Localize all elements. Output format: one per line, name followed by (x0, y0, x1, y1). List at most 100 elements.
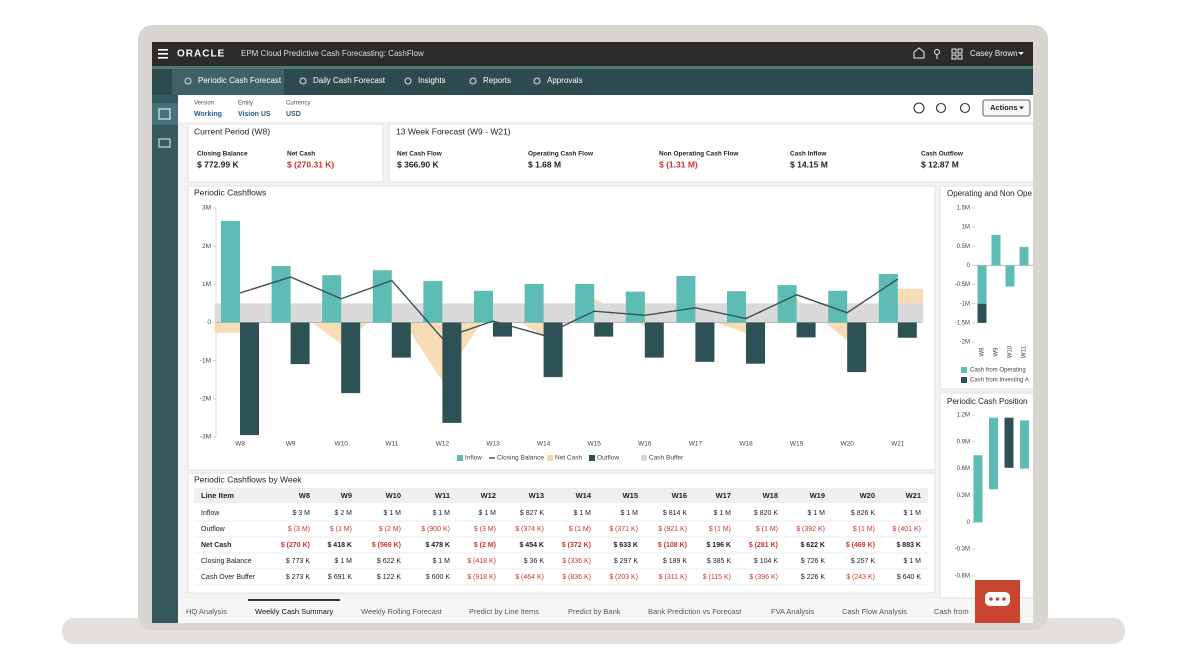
table-header: W16 (672, 491, 687, 500)
y-tick-label: 1.2M (957, 413, 970, 419)
legend-label: Closing Balance (497, 455, 544, 462)
table-cell: $ (464 K) (515, 574, 544, 581)
legend-swatch (961, 377, 967, 383)
user-name[interactable]: Casey Brown (970, 49, 1018, 58)
bar (575, 283, 595, 323)
sidebar-icon[interactable] (158, 138, 171, 148)
filter-label: Version (194, 101, 214, 107)
legend-swatch (589, 455, 595, 461)
table-cell: $ (569 K) (372, 542, 401, 549)
bar (341, 322, 361, 394)
x-tick-label: W15 (588, 441, 602, 448)
table-cell: $ (469 K) (846, 542, 875, 549)
bar (989, 417, 998, 490)
table-cell: $ 1 M (713, 510, 731, 517)
table-cell: $ 297 K (614, 558, 638, 565)
bottom-tab[interactable]: FVA Analysis (771, 607, 814, 616)
nav-tab[interactable]: Periodic Cash Forecast (198, 76, 282, 85)
table-cell: $ 814 K (663, 510, 687, 517)
table-cell: $ (374 K) (515, 526, 544, 533)
app-title: EPM Cloud Predictive Cash Forecasting: C… (241, 49, 424, 58)
table-cell: $ (115 K) (703, 574, 731, 581)
y-tick-label: 0 (967, 520, 971, 526)
sidebar-icon[interactable] (158, 108, 171, 120)
y-tick-label: 0.6M (957, 466, 970, 472)
bar (828, 290, 848, 323)
actions-button[interactable] (982, 99, 1031, 117)
bottom-tab[interactable]: Weekly Cash Summary (255, 607, 333, 616)
table-header: W18 (763, 491, 778, 500)
chart-title: Periodic Cashflows (194, 187, 266, 197)
bar (372, 270, 392, 323)
legend-swatch (457, 455, 463, 461)
bottom-tab[interactable]: Cash Flow Analysis (842, 607, 907, 616)
bottom-tab[interactable]: Predict by Line Items (469, 607, 539, 616)
table-cell: $ (2 M) (379, 526, 401, 533)
bottom-tab[interactable]: Bank Prediction vs Forecast (648, 607, 742, 616)
actions-label[interactable]: Actions (990, 103, 1018, 112)
filter-value[interactable]: USD (286, 111, 301, 118)
nav-icon (533, 77, 541, 85)
table-header: W8 (299, 491, 310, 500)
bottom-tab[interactable]: Cash from (934, 607, 969, 616)
table-cell: $ (392 K) (796, 526, 825, 533)
filter-strip (178, 95, 1033, 122)
filter-value[interactable]: Vision US (238, 111, 271, 118)
table-cell: $ 633 K (613, 542, 638, 549)
kpi-label: Operating Cash Flow (528, 151, 594, 158)
x-tick-label: W19 (790, 441, 804, 448)
chat-dots (989, 597, 1006, 601)
table-cell: $ 104 K (754, 558, 778, 565)
table-cell: $ (108 K) (658, 542, 687, 549)
table-cell: $ 257 K (851, 558, 875, 565)
y-tick-label: 3M (202, 205, 211, 212)
header-icons[interactable] (913, 47, 963, 60)
table-cell: Closing Balance (201, 558, 252, 565)
bar (695, 322, 715, 362)
kpi-label: Closing Balance (197, 151, 248, 158)
filter-value[interactable]: Working (194, 111, 222, 118)
x-tick-label: W18 (739, 441, 753, 448)
y-tick-label: 0.3M (957, 493, 970, 499)
nav-icon (404, 77, 412, 85)
table-cell: $ 478 K (425, 542, 450, 549)
table-cell: $ 196 K (706, 542, 731, 549)
nav-tab[interactable]: Approvals (547, 76, 583, 85)
bar (625, 291, 645, 323)
y-tick-label: -0.6M (955, 574, 970, 580)
menu-icon[interactable] (158, 49, 168, 59)
bottom-tab-bar (178, 599, 1033, 623)
nav-tab[interactable]: Insights (418, 76, 446, 85)
kpi-panel (187, 123, 384, 183)
bar (240, 322, 259, 436)
kpi-label: Cash Inflow (790, 151, 827, 158)
table-cell: $ (1 M) (756, 526, 778, 533)
table-cell: $ (311 K) (659, 574, 687, 581)
bar (991, 234, 1001, 266)
bottom-tab[interactable]: Weekly Rolling Forecast (361, 607, 443, 616)
table-cell: $ (900 K) (421, 526, 450, 533)
kpi-label: Cash Outflow (921, 151, 964, 158)
table-cell: $ (1 M) (853, 526, 875, 533)
table-cell: $ 1 M (903, 558, 921, 565)
table-cell: $ 883 K (896, 542, 921, 549)
filter-label: Currency (286, 101, 310, 107)
table-cell: $ 1 M (432, 510, 450, 517)
table-cell: $ 827 K (520, 510, 544, 517)
bottom-tab[interactable]: Predict by Bank (568, 607, 621, 616)
nav-tab[interactable]: Reports (483, 76, 511, 85)
bar (847, 322, 867, 373)
bar (442, 322, 462, 423)
table-cell: $ (396 K) (749, 574, 778, 581)
kpi-value: $ 366.90 K (397, 159, 439, 169)
table-header: W15 (623, 491, 638, 500)
bottom-tab[interactable]: HQ Analysis (186, 607, 227, 616)
toolbar-icons[interactable] (913, 102, 971, 114)
table-cell: $ 622 K (377, 558, 401, 565)
table-cell: $ 1 M (903, 510, 921, 517)
chart-panel (939, 392, 1033, 599)
panel-title: Current Period (W8) (194, 126, 270, 136)
nav-tab[interactable]: Daily Cash Forecast (313, 76, 386, 85)
bar (221, 220, 240, 323)
